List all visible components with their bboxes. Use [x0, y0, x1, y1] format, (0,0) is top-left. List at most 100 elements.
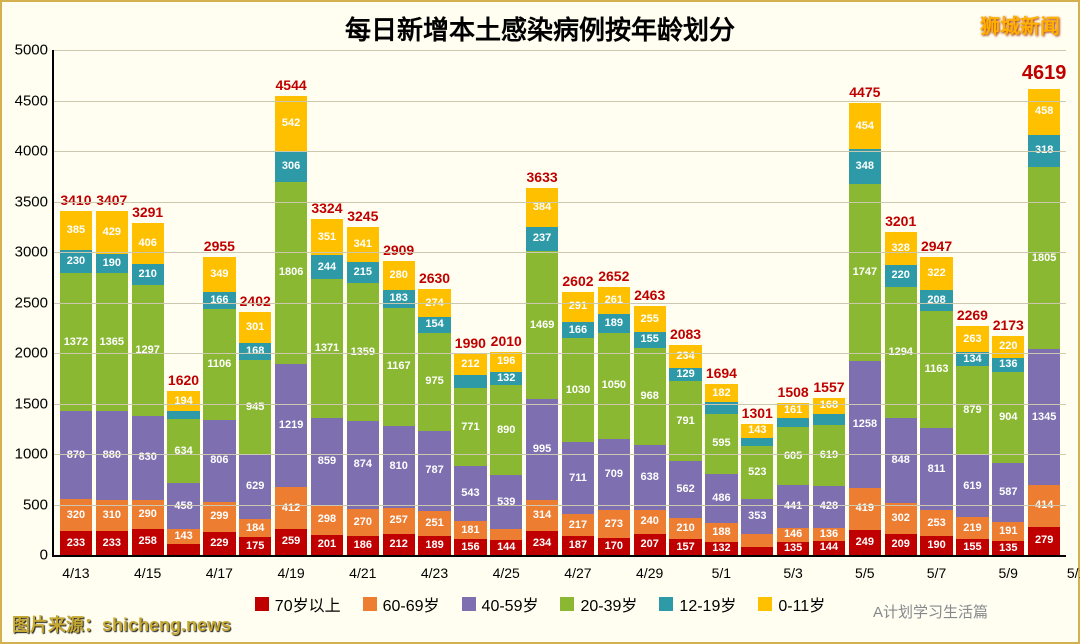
bar-segment: 419	[849, 488, 881, 530]
bar-segment	[454, 375, 486, 388]
bar-segment: 259	[275, 529, 307, 555]
bar-total-label: 3324	[311, 200, 342, 216]
bar-segment: 291	[562, 292, 594, 321]
bar-segment: 170	[598, 538, 630, 555]
bar-stack: 23331088013651904293407	[96, 211, 128, 555]
legend-item: 0-11岁	[758, 592, 825, 616]
bar-segment: 879	[956, 366, 988, 455]
bar-segment: 273	[598, 510, 630, 538]
bar-segment: 811	[920, 428, 952, 510]
legend-color-box	[363, 597, 377, 611]
bar-total-label: 2909	[383, 242, 414, 258]
bar-segment: 135	[777, 542, 809, 555]
bar-segment: 605	[777, 427, 809, 485]
bar-stack: 259412121918063065424544	[275, 96, 307, 555]
bar-segment: 208	[920, 290, 952, 311]
bar-total-label: 2602	[562, 273, 593, 289]
bar-segment: 787	[418, 431, 450, 510]
bar-segment: 349	[203, 257, 235, 292]
bar-total-label: 1620	[168, 372, 199, 388]
bar-segment: 249	[849, 530, 881, 555]
bar-total-label: 1694	[706, 365, 737, 381]
watermark-bottom-left: 图片来源：shicheng.news	[12, 611, 231, 637]
y-axis-label: 500	[23, 496, 48, 513]
bar-segment: 136	[992, 358, 1024, 372]
bar-total-label: 2630	[419, 270, 450, 286]
bar-segment: 542	[275, 96, 307, 151]
bar-stack: 17027370910501892612652	[598, 287, 630, 555]
bar-segment: 806	[203, 420, 235, 501]
legend-label: 40-59岁	[482, 592, 539, 616]
bar-segment: 189	[598, 314, 630, 333]
bar-segment: 306	[275, 151, 307, 182]
bar-segment: 181	[454, 521, 486, 539]
bar-segment: 543	[454, 466, 486, 521]
bar-segment: 135	[992, 541, 1024, 555]
bar-total-label: 3245	[347, 208, 378, 224]
bar-segment: 458	[167, 483, 199, 529]
x-axis-label: 5/9	[998, 565, 1017, 581]
bar-segment: 168	[813, 398, 845, 414]
bar-stack: 279414134518053184584619	[1028, 88, 1060, 555]
bar-segment: 1297	[132, 285, 164, 416]
bar-segment: 155	[956, 539, 988, 555]
bar-segment: 143	[167, 529, 199, 543]
bar-segment: 132	[490, 372, 522, 385]
bar-total-label: 2652	[598, 268, 629, 284]
bar-segment: 1030	[562, 338, 594, 442]
bar-segment: 209	[885, 534, 917, 555]
bar-segment	[741, 547, 773, 555]
x-axis-label: 4/27	[564, 565, 591, 581]
bar-segment: 196	[490, 352, 522, 372]
bar-segment: 251	[418, 511, 450, 536]
bar-total-label: 1508	[778, 384, 809, 400]
bar-stack: 1892517879751542742630	[418, 289, 450, 555]
watermark-top-right: 狮城新闻	[980, 10, 1060, 39]
bar-segment: 188	[705, 523, 737, 542]
bar-segment: 1372	[60, 273, 92, 412]
bar-segment: 191	[992, 522, 1024, 541]
grid-line	[54, 202, 1066, 203]
bar-segment: 1050	[598, 333, 630, 439]
grid-line	[54, 404, 1066, 405]
bar-segment: 298	[311, 505, 343, 535]
bar-segment: 619	[813, 425, 845, 486]
bar-segment: 341	[347, 227, 379, 261]
bar-segment: 143	[741, 424, 773, 438]
bar-total-label: 3633	[527, 169, 558, 185]
bar-total-label: 2402	[240, 293, 271, 309]
bar-segment: 441	[777, 485, 809, 528]
x-axis-label: 4/25	[493, 565, 520, 581]
y-axis-label: 1000	[15, 446, 48, 463]
legend-label: 20-39岁	[580, 592, 637, 616]
y-axis-label: 3500	[15, 193, 48, 210]
y-axis-label: 5000	[15, 42, 48, 59]
bar-segment: 1345	[1028, 349, 1060, 485]
bar-segment: 182	[705, 384, 737, 402]
bar-segment: 348	[849, 149, 881, 184]
bar-stack: 1351915879041362202173	[992, 336, 1024, 555]
bar-stack: 1552196198791342632269	[956, 326, 988, 555]
bar-segment: 810	[383, 426, 415, 508]
bar-segment: 414	[1028, 485, 1060, 527]
bar-segment: 830	[132, 416, 164, 500]
bar-stack: 20930284812942203283201	[885, 232, 917, 555]
legend-color-box	[758, 597, 772, 611]
bar-segment: 146	[777, 528, 809, 542]
bar-segment: 486	[705, 474, 737, 523]
bar-segment: 880	[96, 411, 128, 500]
y-axis-label: 2500	[15, 294, 48, 311]
bar-total-label: 3407	[96, 192, 127, 208]
bar-stack: 23431499514692373843633	[526, 188, 558, 555]
bar-segment: 233	[60, 531, 92, 555]
bar-segment: 562	[669, 461, 701, 518]
bar-segment: 385	[60, 211, 92, 250]
bar-total-label: 3410	[60, 192, 91, 208]
bar-segment: 263	[956, 326, 988, 353]
bar-segment: 166	[562, 322, 594, 339]
bar-segment: 234	[669, 345, 701, 369]
bar-segment: 233	[96, 531, 128, 555]
bar-segment: 302	[885, 503, 917, 534]
bar-segment	[167, 411, 199, 419]
bar-segment: 261	[598, 287, 630, 313]
